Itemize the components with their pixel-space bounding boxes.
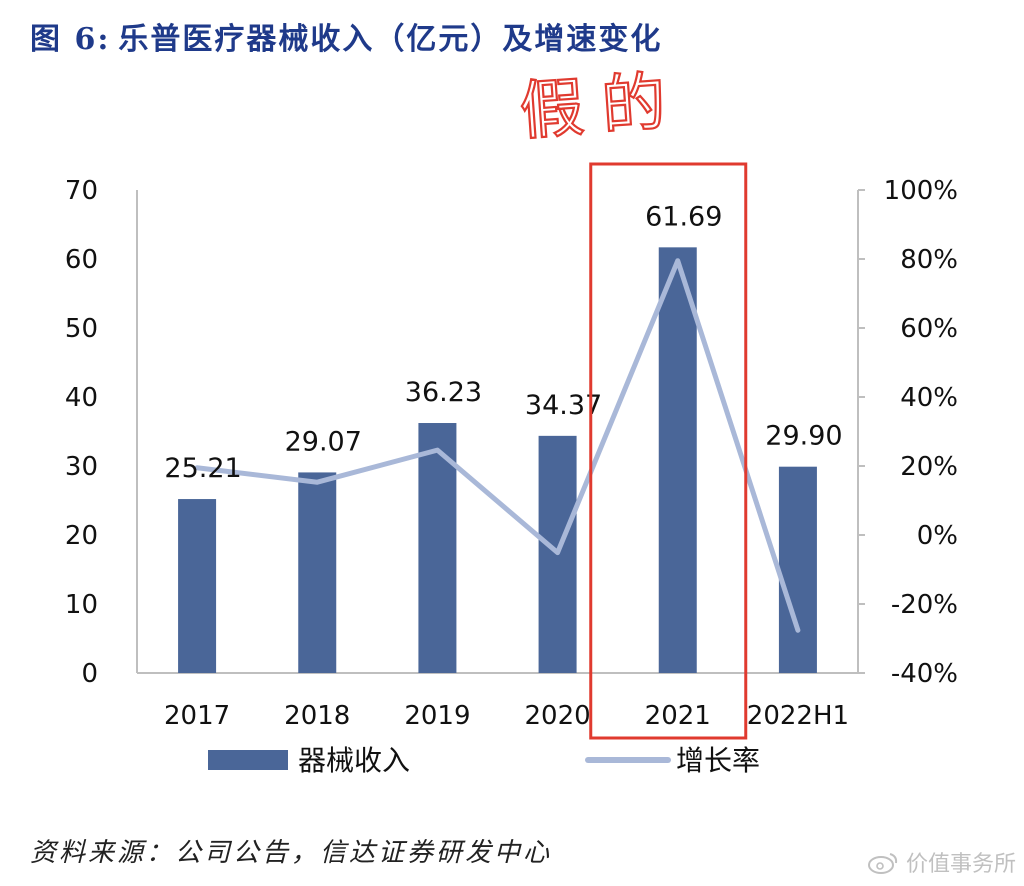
combo-chart: 0 10 20 30 40 50 60 70 -40% -20% 0% 20% 40% 60% 80% 100… (65, 63, 958, 777)
growth-point (677, 260, 679, 262)
bar (178, 499, 217, 673)
x-tick-label: 2021 (645, 701, 711, 731)
source-note: 资料来源：公司公告，信达证券研发中心 (30, 838, 553, 868)
bar-data-label: 25.21 (164, 453, 241, 484)
figure-title: 图 6: 乐普医疗器械收入（亿元）及增速变化 (30, 14, 662, 58)
x-tick-label: 2018 (284, 701, 350, 731)
growth-point (797, 629, 799, 631)
y-right-tick-label: 20% (900, 452, 958, 482)
bars-layer (178, 247, 817, 674)
bar (778, 466, 817, 673)
y-left-tick-label: 10 (65, 590, 98, 620)
x-tick-label: 2017 (164, 701, 230, 731)
legend-swatch-bars (208, 750, 288, 770)
y-left-tick-label: 60 (65, 245, 98, 275)
growth-point (316, 481, 318, 483)
legend-label-bars: 器械收入 (298, 744, 410, 777)
y-left-tick-label: 40 (65, 383, 98, 413)
line-layer (194, 258, 801, 633)
x-tick-label: 2022H1 (747, 701, 849, 731)
bar (658, 247, 697, 674)
legend-layer: 器械收入 增长率 (208, 744, 760, 777)
bar-data-label: 61.69 (645, 201, 722, 232)
bar-data-label: 29.90 (765, 421, 842, 452)
weibo-icon (867, 853, 898, 874)
y-right-tick-label: 80% (900, 245, 958, 275)
highlight-box (589, 162, 748, 740)
y-left-tick-label: 50 (65, 314, 98, 344)
y-left-tick-label: 0 (81, 659, 98, 689)
growth-point (196, 467, 198, 469)
bar-data-label: 36.23 (405, 377, 482, 408)
y-right-tick-label: 60% (900, 314, 958, 344)
y-right-tick-label: 40% (900, 383, 958, 413)
bar-data-label: 29.07 (285, 426, 362, 457)
x-tick-label: 2020 (524, 701, 590, 731)
growth-point (557, 552, 559, 554)
y-left-tick-label: 30 (65, 452, 98, 482)
y-left-tick-label: 70 (65, 176, 98, 206)
annotation-layer: 假的 (516, 63, 748, 740)
x-tick-label: 2019 (404, 701, 470, 731)
y-left-tick-label: 20 (65, 521, 98, 551)
figure-label: 图 6: (30, 22, 111, 57)
watermark: 价值事务所 (866, 846, 1016, 878)
growth-point (436, 449, 438, 451)
legend-label-line: 增长率 (676, 744, 760, 777)
figure-title-text: 乐普医疗器械收入（亿元）及增速变化 (118, 22, 663, 57)
y-right-tick-label: 0% (917, 521, 958, 551)
handwritten-annotation: 假的 (517, 64, 686, 149)
y-right-tick-label: -20% (891, 590, 958, 620)
y-right-tick-label: -40% (891, 659, 958, 689)
bar (418, 423, 457, 673)
growth-line (194, 258, 801, 633)
bar (298, 472, 337, 673)
axes-layer: 0 10 20 30 40 50 60 70 -40% -20% 0% 20% 40% 60% 80% 100… (65, 176, 958, 731)
watermark-text: 价值事务所 (905, 852, 1016, 877)
y-right-tick-label: 100% (884, 176, 958, 206)
